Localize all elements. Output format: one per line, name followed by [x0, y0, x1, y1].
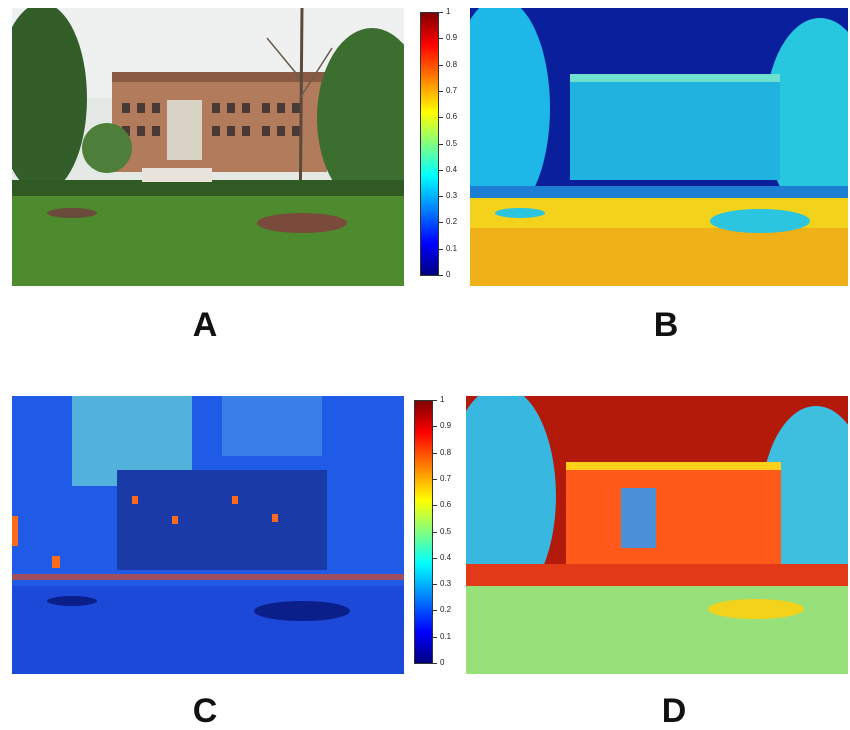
colorbar-tick-label: 1: [446, 7, 451, 16]
colorbar-tick-label: 1: [440, 395, 445, 404]
colorbar-tick-label: 0.2: [440, 605, 452, 615]
colorbar-tick-mark: [433, 557, 437, 559]
campus-photo: [12, 8, 404, 286]
colorbar-tick-mark: [433, 400, 437, 401]
colorbar-tick-label: 0.6: [446, 112, 458, 122]
colorbar-tick-label: 0.4: [446, 164, 458, 174]
colorbar-tick-mark: [439, 222, 443, 224]
colorbar-tick-mark: [433, 531, 437, 533]
colorbar-gradient: [420, 12, 439, 276]
colorbar-tick-mark: [439, 38, 443, 40]
heatmap-panel-d: [466, 396, 848, 674]
colorbar-tick-label: 0.1: [440, 631, 452, 641]
colorbar-tick-label: 0.5: [446, 138, 458, 148]
heatmap-panel-c: [12, 396, 404, 674]
colorbar-tick-mark: [433, 636, 437, 638]
colorbar-tick-mark: [433, 505, 437, 507]
colorbar-tick-label: 0.8: [440, 447, 452, 457]
colorbar-tick-label: 0.1: [446, 243, 458, 253]
colorbar-tick-label: 0.3: [440, 579, 452, 589]
colorbar-tick-label: 0.8: [446, 59, 458, 69]
panel-label-a: A: [192, 306, 218, 344]
colorbar-tick-label: 0.2: [446, 217, 458, 227]
colorbar-tick-mark: [439, 169, 443, 171]
colorbar-tick-mark: [439, 12, 443, 13]
colorbar-tick-mark: [439, 143, 443, 145]
panel-label-b: B: [653, 306, 679, 344]
colorbar-tick-label: 0.4: [440, 552, 452, 562]
colorbar-tick-label: 0.6: [440, 500, 452, 510]
panel-label-d: D: [661, 692, 687, 730]
colorbar-tick-mark: [439, 275, 443, 276]
colorbar-tick-mark: [439, 90, 443, 92]
colorbar-tick-mark: [433, 584, 437, 586]
heatmap-d: [466, 396, 848, 674]
colorbar-tick-mark: [433, 426, 437, 428]
panel-label-c: C: [192, 692, 218, 730]
heatmap-panel-b: [470, 8, 848, 286]
colorbar-gradient: [414, 400, 433, 664]
colorbar-tick-mark: [433, 663, 437, 664]
colorbar-bottom: 1 0.9 0.8 0.7 0.6 0.5 0.4 0.3 0.2 0.1 0: [414, 396, 454, 667]
colorbar-tick-label: 0.9: [440, 421, 452, 431]
colorbar-tick-label: 0: [446, 270, 451, 279]
colorbar-tick-label: 0.5: [440, 526, 452, 536]
colorbar-tick-mark: [439, 117, 443, 119]
colorbar-tick-mark: [439, 64, 443, 66]
photo-panel-a: [12, 8, 404, 286]
colorbar-tick-label: 0.7: [446, 85, 458, 95]
colorbar-tick-mark: [439, 248, 443, 250]
colorbar-tick-mark: [439, 196, 443, 198]
heatmap-c: [12, 396, 404, 674]
colorbar-tick-label: 0: [440, 658, 445, 667]
colorbar-top: 1 0.9 0.8 0.7 0.6 0.5 0.4 0.3 0.2 0.1 0: [420, 8, 460, 279]
colorbar-tick-label: 0.9: [446, 33, 458, 43]
colorbar-tick-mark: [433, 452, 437, 454]
heatmap-b: [470, 8, 848, 286]
colorbar-tick-mark: [433, 610, 437, 612]
colorbar-tick-label: 0.7: [440, 473, 452, 483]
colorbar-tick-label: 0.3: [446, 191, 458, 201]
colorbar-tick-mark: [433, 478, 437, 480]
